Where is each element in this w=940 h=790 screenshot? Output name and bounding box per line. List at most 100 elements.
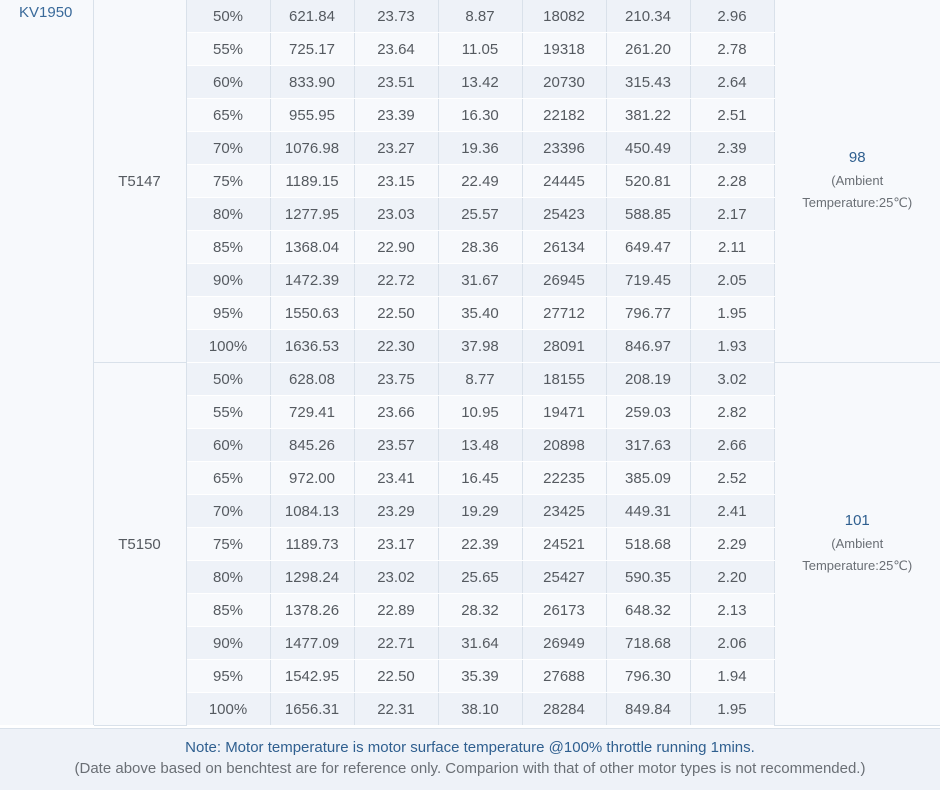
data-cell: 28091 <box>522 330 606 363</box>
propeller-cell: T5150 <box>93 363 186 726</box>
data-cell: 22.39 <box>438 528 522 561</box>
data-cell: 22.71 <box>354 627 438 660</box>
data-cell: 19318 <box>522 33 606 66</box>
data-cell: 60% <box>186 429 270 462</box>
data-cell: 19.36 <box>438 132 522 165</box>
data-cell: 1542.95 <box>270 660 354 693</box>
data-cell: 718.68 <box>606 627 690 660</box>
data-cell: 208.19 <box>606 363 690 396</box>
data-cell: 8.77 <box>438 363 522 396</box>
data-cell: 648.32 <box>606 594 690 627</box>
data-cell: 22.50 <box>354 660 438 693</box>
data-cell: 1378.26 <box>270 594 354 627</box>
data-cell: 26949 <box>522 627 606 660</box>
data-cell: 210.34 <box>606 0 690 33</box>
data-cell: 50% <box>186 363 270 396</box>
data-cell: 1.93 <box>690 330 774 363</box>
data-cell: 725.17 <box>270 33 354 66</box>
data-cell: 23.41 <box>354 462 438 495</box>
data-cell: 8.87 <box>438 0 522 33</box>
data-cell: 449.31 <box>606 495 690 528</box>
data-cell: 2.82 <box>690 396 774 429</box>
data-cell: 31.64 <box>438 627 522 660</box>
data-cell: 2.52 <box>690 462 774 495</box>
data-cell: 65% <box>186 462 270 495</box>
temperature-value: 101 <box>775 512 940 529</box>
data-cell: 27688 <box>522 660 606 693</box>
data-cell: 55% <box>186 396 270 429</box>
kv-label: KV1950 <box>0 0 93 21</box>
data-cell: 23.57 <box>354 429 438 462</box>
data-cell: 259.03 <box>606 396 690 429</box>
data-cell: 1636.53 <box>270 330 354 363</box>
data-cell: 2.20 <box>690 561 774 594</box>
data-cell: 16.30 <box>438 99 522 132</box>
propeller-cell: T5147 <box>93 0 186 363</box>
data-cell: 22.72 <box>354 264 438 297</box>
data-cell: 1084.13 <box>270 495 354 528</box>
data-cell: 10.95 <box>438 396 522 429</box>
data-cell: 28.32 <box>438 594 522 627</box>
data-cell: 24445 <box>522 165 606 198</box>
ambient-note-line2: Temperature:25℃) <box>775 555 940 577</box>
data-cell: 796.30 <box>606 660 690 693</box>
data-cell: 90% <box>186 264 270 297</box>
data-cell: 2.06 <box>690 627 774 660</box>
kv-cell: KV1950 <box>0 0 93 726</box>
data-cell: 85% <box>186 231 270 264</box>
data-cell: 80% <box>186 198 270 231</box>
data-cell: 26134 <box>522 231 606 264</box>
data-cell: 100% <box>186 693 270 726</box>
data-cell: 381.22 <box>606 99 690 132</box>
data-cell: 2.41 <box>690 495 774 528</box>
data-cell: 75% <box>186 165 270 198</box>
data-cell: 60% <box>186 66 270 99</box>
data-cell: 1.94 <box>690 660 774 693</box>
data-cell: 23.75 <box>354 363 438 396</box>
data-cell: 1189.15 <box>270 165 354 198</box>
data-cell: 23.27 <box>354 132 438 165</box>
data-cell: 2.13 <box>690 594 774 627</box>
data-cell: 649.47 <box>606 231 690 264</box>
data-cell: 35.40 <box>438 297 522 330</box>
data-cell: 833.90 <box>270 66 354 99</box>
data-cell: 849.84 <box>606 693 690 726</box>
data-cell: 1368.04 <box>270 231 354 264</box>
data-cell: 22.89 <box>354 594 438 627</box>
data-cell: 2.17 <box>690 198 774 231</box>
data-cell: 955.95 <box>270 99 354 132</box>
data-cell: 2.39 <box>690 132 774 165</box>
data-cell: 55% <box>186 33 270 66</box>
data-cell: 2.66 <box>690 429 774 462</box>
data-cell: 628.08 <box>270 363 354 396</box>
data-cell: 27712 <box>522 297 606 330</box>
footnote: Note: Motor temperature is motor surface… <box>0 728 940 790</box>
data-cell: 65% <box>186 99 270 132</box>
data-cell: 25427 <box>522 561 606 594</box>
data-cell: 22.49 <box>438 165 522 198</box>
data-cell: 90% <box>186 627 270 660</box>
data-cell: 23.66 <box>354 396 438 429</box>
data-cell: 588.85 <box>606 198 690 231</box>
data-cell: 1189.73 <box>270 528 354 561</box>
data-cell: 23.03 <box>354 198 438 231</box>
ambient-note-line2: Temperature:25℃) <box>775 192 940 214</box>
data-cell: 19.29 <box>438 495 522 528</box>
data-cell: 95% <box>186 660 270 693</box>
data-cell: 95% <box>186 297 270 330</box>
data-cell: 28.36 <box>438 231 522 264</box>
data-cell: 1477.09 <box>270 627 354 660</box>
data-cell: 20898 <box>522 429 606 462</box>
data-cell: 22.30 <box>354 330 438 363</box>
data-cell: 26945 <box>522 264 606 297</box>
data-cell: 23.64 <box>354 33 438 66</box>
data-cell: 75% <box>186 528 270 561</box>
data-cell: 37.98 <box>438 330 522 363</box>
footnote-main: Note: Motor temperature is motor surface… <box>0 739 940 756</box>
footnote-sub: (Date above based on benchtest are for r… <box>0 760 940 777</box>
data-cell: 590.35 <box>606 561 690 594</box>
data-cell: 315.43 <box>606 66 690 99</box>
